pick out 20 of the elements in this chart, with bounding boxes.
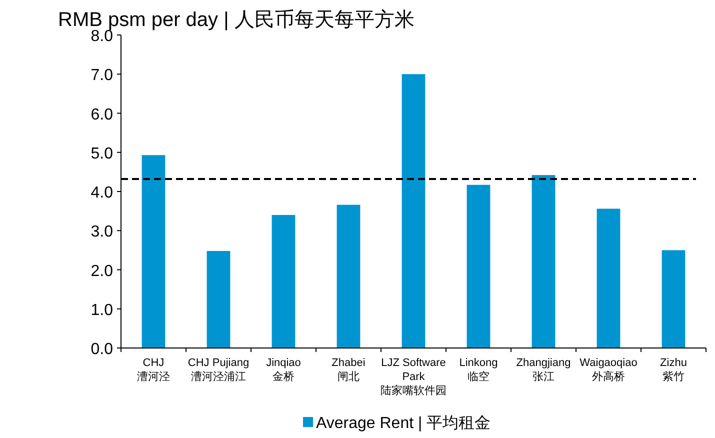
y-tick-label: 3.0 <box>90 224 114 241</box>
y-tick-label: 0.0 <box>90 341 114 358</box>
x-tick-label: LJZ Software Park 陆家嘴软件园 <box>380 357 446 397</box>
x-tick-label: Linkong 临空 <box>459 357 498 383</box>
y-tick-label: 1.0 <box>90 302 114 319</box>
x-tick-label: CHJ Pujiang 漕河泾浦江 <box>188 357 250 383</box>
chart-title: RMB psm per day | 人民币每天每平方米 <box>58 8 414 31</box>
x-tick-label: Zhangjiang 张江 <box>516 357 571 383</box>
x-tick-label: Zizhu 紫竹 <box>660 357 687 383</box>
x-tick-label: Jinqiao 金桥 <box>266 357 301 383</box>
legend-label: Average Rent | 平均租金 <box>316 415 491 432</box>
x-tick-label: CHJ 漕河泾 <box>137 357 170 383</box>
y-tick-label: 4.0 <box>90 184 114 202</box>
x-tick-label: Zhabei 闸北 <box>332 357 366 383</box>
y-tick-label: 5.0 <box>90 145 114 162</box>
x-tick-label: Waigaoqiao 外高桥 <box>580 357 638 383</box>
y-tick-label: 2.0 <box>90 262 114 280</box>
y-tick-label: 7.0 <box>90 67 114 84</box>
y-tick-label: 8.0 <box>90 28 114 45</box>
y-tick-label: 6.0 <box>90 106 114 124</box>
